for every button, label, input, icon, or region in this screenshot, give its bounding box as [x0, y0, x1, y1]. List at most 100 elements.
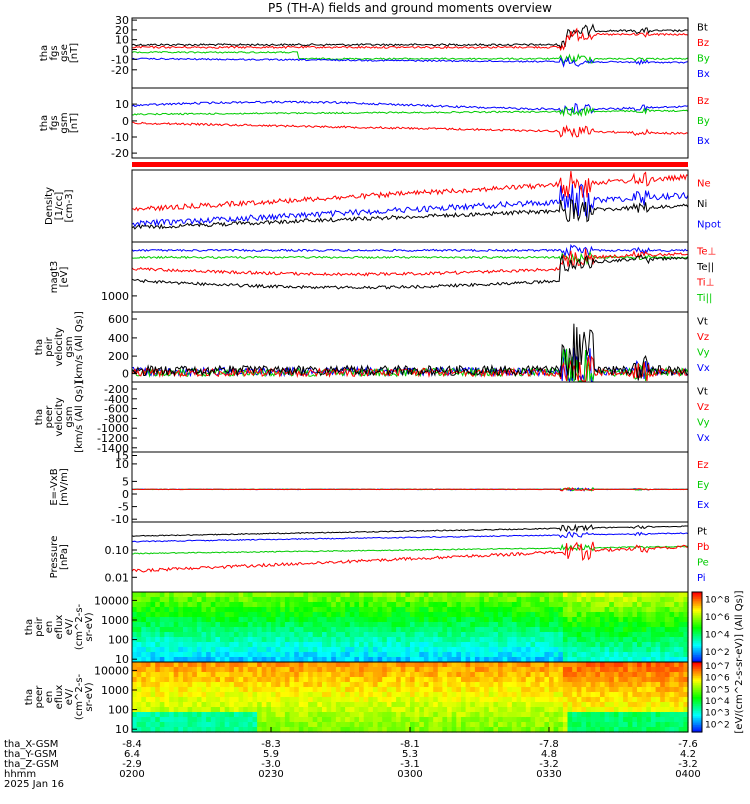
spectrogram-cell [451, 687, 457, 693]
spectrogram-cell [664, 612, 670, 618]
spectrogram-cell [238, 612, 244, 618]
spectrogram-cell [507, 597, 513, 603]
spectrogram-cell [479, 692, 485, 698]
spectrogram-cell [359, 662, 365, 668]
y-axis-label: Density [44, 187, 55, 225]
spectrogram-cell [206, 602, 212, 608]
spectrogram-cell [423, 717, 430, 723]
spectrogram-cell [224, 697, 230, 703]
spectrogram-cell [238, 652, 244, 658]
spectrogram-cell [363, 727, 369, 733]
spectrogram-cell [683, 632, 689, 638]
spectrogram-cell [539, 672, 545, 678]
spectrogram-cell [521, 642, 527, 648]
spectrogram-cell [567, 642, 573, 648]
colorbar-cell [692, 616, 702, 619]
spectrogram-cell [447, 697, 453, 703]
spectrogram-cell [178, 717, 184, 723]
spectrogram-cell [423, 657, 430, 663]
spectrogram-cell [206, 677, 212, 683]
spectrogram-cell [632, 592, 638, 598]
spectrogram-cell [581, 697, 587, 703]
spectrogram-cell [600, 682, 606, 688]
spectrogram-cell [173, 652, 179, 658]
spectrogram-cell [562, 622, 569, 628]
spectrogram-cell [511, 697, 518, 703]
spectrogram-cell [516, 612, 522, 618]
spectrogram-cell [136, 627, 142, 633]
spectrogram-cell [340, 592, 346, 598]
spectrogram-cell [650, 597, 657, 603]
spectrogram-cell [627, 702, 633, 708]
spectrogram-cell [586, 692, 592, 698]
spectrogram-cell [233, 677, 240, 683]
spectrogram-cell [535, 657, 541, 663]
spectrogram-cell [275, 612, 281, 618]
spectrogram-cell [641, 632, 647, 638]
spectrogram-cell [539, 602, 545, 608]
spectrogram-cell [238, 617, 244, 623]
spectrogram-cell [447, 687, 453, 693]
spectrogram-cell [414, 707, 420, 713]
panel-frame [131, 87, 689, 159]
colorbar-cell [692, 628, 702, 632]
spectrogram-cell [525, 652, 531, 658]
legend-density-1: Ni [697, 199, 707, 210]
spectrogram-cell [183, 687, 189, 693]
series-Ti-par [131, 250, 689, 266]
spectrogram-cell [442, 647, 448, 653]
spectrogram-cell [150, 612, 156, 618]
spectrogram-cell [664, 592, 670, 598]
spectrogram-cell [419, 717, 425, 723]
spectrogram-cell [558, 667, 564, 673]
spectrogram-cell [641, 692, 647, 698]
spectrogram-cell [641, 622, 647, 628]
spectrogram-cell [368, 677, 374, 683]
spectrogram-cell [465, 682, 471, 688]
spectrogram-cell [340, 712, 346, 718]
spectrogram-cell [493, 667, 499, 673]
spectrogram-cell [507, 592, 513, 598]
y-tick-label: 0 [122, 368, 129, 381]
spectrogram-cell [284, 682, 291, 688]
spectrogram-cell [340, 682, 346, 688]
spectrogram-cell [377, 717, 383, 723]
spectrogram-cell [678, 707, 684, 713]
spectrogram-cell [618, 687, 624, 693]
spectrogram-cell [507, 687, 513, 693]
spectrogram-cell [674, 612, 680, 618]
spectrogram-cell [683, 692, 689, 698]
colorbar-cell [692, 697, 702, 700]
y-axis-label: gsm [59, 112, 70, 133]
spectrogram-cell [674, 617, 680, 623]
spectrogram-cell [261, 682, 267, 688]
spectrogram-cell [252, 702, 258, 708]
spectrogram-cell [132, 717, 138, 723]
spectrogram-cell [683, 627, 689, 633]
spectrogram-cell [600, 652, 606, 658]
spectrogram-cell [410, 592, 416, 598]
spectrogram-cell [553, 617, 559, 623]
spectrogram-cell [391, 657, 397, 663]
spectrogram-cell [187, 617, 193, 623]
spectrogram-cell [539, 712, 545, 718]
spectrogram-cell [303, 607, 309, 613]
spectrogram-cell [646, 597, 652, 603]
spectrogram-cell [354, 727, 360, 733]
spectrogram-cell [173, 622, 179, 628]
spectrogram-cell [298, 672, 304, 678]
spectrogram-cell [312, 602, 318, 608]
spectrogram-cell [451, 602, 457, 608]
spectrogram-cell [576, 652, 582, 658]
spectrogram-cell [150, 657, 156, 663]
colorbar-cell [692, 623, 702, 626]
spectrogram-cell [447, 677, 453, 683]
spectrogram-cell [655, 592, 661, 598]
spectrogram-cell [456, 672, 462, 678]
spectrogram-cell [627, 592, 633, 598]
spectrogram-cell [502, 712, 508, 718]
spectrogram-cell [136, 617, 142, 623]
spectrogram-cell [447, 667, 453, 673]
spectrogram-cell [498, 647, 504, 653]
spectrogram-cell [521, 652, 527, 658]
